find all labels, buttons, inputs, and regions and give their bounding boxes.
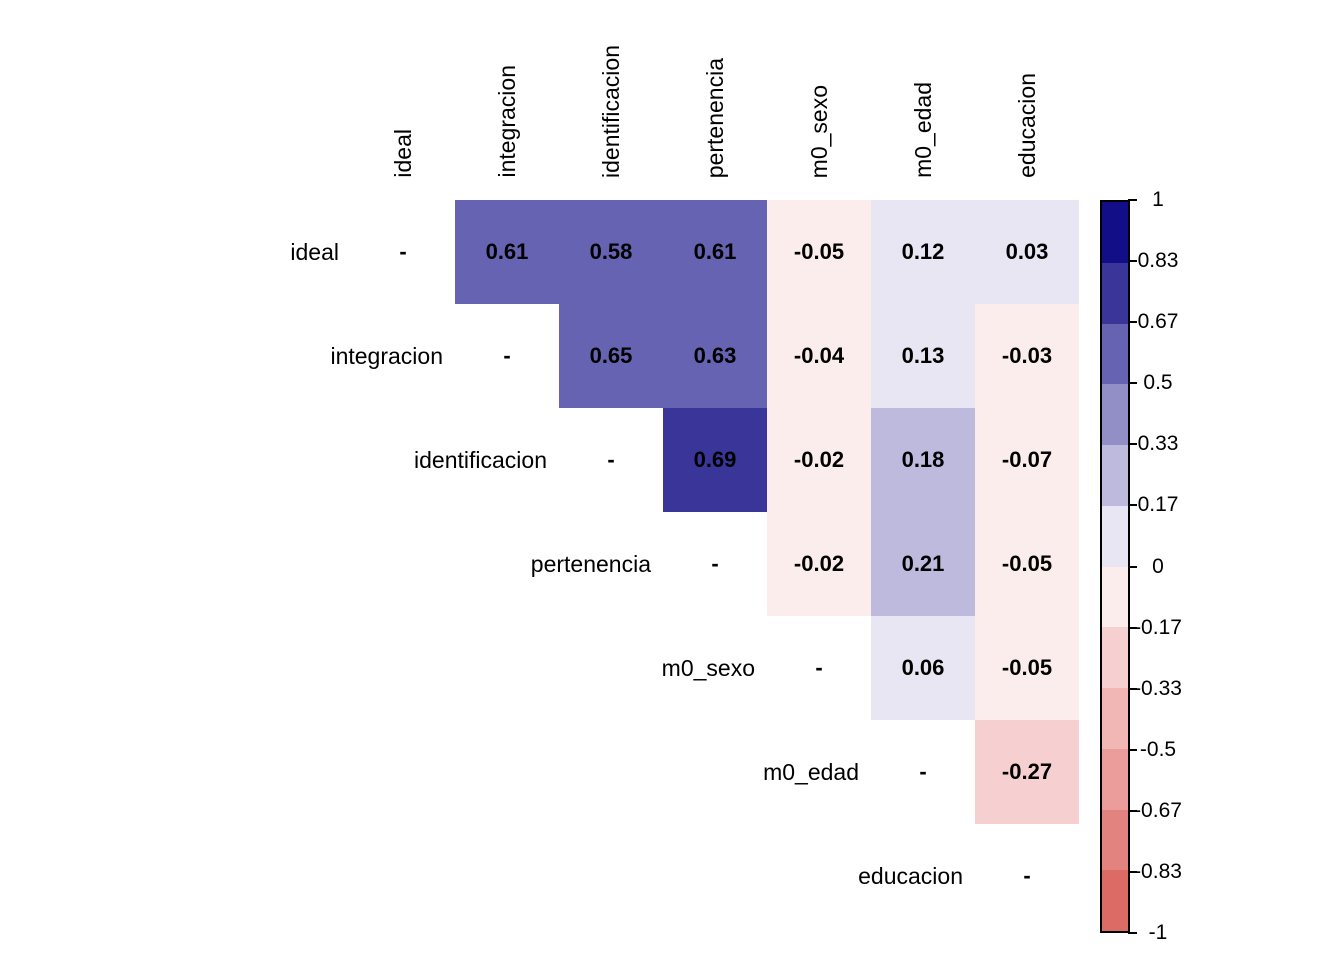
legend-tick-label: -0.5 (1139, 737, 1177, 761)
legend-tick (1128, 809, 1137, 812)
legend-band (1102, 445, 1128, 506)
matrix-cell: -0.02 (767, 512, 871, 616)
column-label-text: m0_sexo (805, 84, 832, 178)
legend-tick (1128, 932, 1137, 934)
matrix-cell: -0.05 (975, 512, 1079, 616)
legend-band (1102, 688, 1128, 749)
column-label-text: ideal (389, 129, 416, 178)
matrix-cell: 0.65 (559, 304, 663, 408)
matrix-cell: 0.63 (663, 304, 767, 408)
diagonal-cell: - (607, 447, 615, 472)
row-label: m0_sexo (661, 654, 755, 681)
row-label: pertenencia (530, 550, 651, 577)
diagonal-cell: - (503, 343, 511, 368)
legend-band (1102, 748, 1128, 810)
column-label-text: pertenencia (701, 57, 728, 178)
legend-tick-label: -1 (1148, 921, 1168, 944)
legend-band (1102, 202, 1128, 263)
legend-tick (1128, 748, 1137, 751)
matrix-cell: -0.05 (975, 616, 1079, 720)
legend-tick (1128, 504, 1137, 507)
matrix-cell: -0.04 (767, 304, 871, 408)
column-label-text: educacion (1013, 73, 1040, 178)
matrix-cell: 0.03 (975, 200, 1079, 304)
matrix-cell: -0.07 (975, 408, 1079, 512)
legend-tick-label: 1 (1152, 188, 1164, 211)
legend-tick (1128, 199, 1137, 201)
column-label: pertenencia (663, 0, 767, 188)
legend-band (1102, 627, 1128, 688)
legend-tick-label: -0.33 (1134, 676, 1182, 700)
column-label: educacion (975, 0, 1079, 188)
legend-band (1102, 323, 1128, 385)
matrix-cell: 0.18 (871, 408, 975, 512)
column-label: ideal (351, 0, 455, 188)
legend-band (1102, 809, 1128, 871)
legend-tick-label: 0.17 (1137, 493, 1179, 517)
matrix-cell: -0.02 (767, 408, 871, 512)
legend-tick-label: 0.33 (1137, 432, 1179, 456)
diagonal-cell: - (919, 759, 927, 784)
row-label: ideal (290, 238, 339, 265)
legend-tick-label: 0.67 (1137, 310, 1179, 334)
column-label-text: identificacion (597, 45, 624, 178)
matrix-cell: -0.27 (975, 720, 1079, 824)
legend-colorbar (1100, 200, 1130, 933)
matrix-cell: -0.03 (975, 304, 1079, 408)
legend-tick-label: 0.83 (1137, 249, 1179, 273)
legend-tick (1128, 687, 1137, 690)
column-label: m0_sexo (767, 0, 871, 188)
column-label-text: m0_edad (909, 82, 936, 178)
legend-band (1102, 262, 1128, 324)
column-label: integracion (455, 0, 559, 188)
row-label: educacion (858, 862, 963, 889)
legend-tick (1128, 382, 1137, 385)
matrix-cell: 0.21 (871, 512, 975, 616)
legend-tick-label: -0.83 (1134, 859, 1182, 883)
legend-tick (1128, 626, 1137, 629)
legend-tick (1128, 443, 1137, 446)
row-label: m0_edad (763, 758, 859, 785)
matrix-cell: 0.12 (871, 200, 975, 304)
matrix-cell: 0.61 (455, 200, 559, 304)
diagonal-cell: - (815, 655, 823, 680)
legend-tick-label: -0.17 (1134, 615, 1182, 639)
matrix-cell: 0.69 (663, 408, 767, 512)
matrix-cell: 0.61 (663, 200, 767, 304)
diagonal-cell: - (711, 551, 719, 576)
legend-tick (1128, 260, 1137, 263)
legend-band (1102, 505, 1128, 567)
diagonal-cell: - (399, 239, 407, 264)
legend-tick (1128, 870, 1137, 873)
column-label: identificacion (559, 0, 663, 188)
column-label-text: integracion (493, 65, 520, 178)
legend-band (1102, 870, 1128, 931)
matrix-cell: 0.58 (559, 200, 663, 304)
legend-tick-label: -0.67 (1134, 798, 1182, 822)
legend-tick (1128, 321, 1137, 324)
row-label: identificacion (414, 446, 547, 473)
legend-band (1102, 566, 1128, 628)
legend-tick-label: 0 (1152, 554, 1164, 578)
column-label: m0_edad (871, 0, 975, 188)
legend-tick (1128, 565, 1137, 568)
diagonal-cell: - (1023, 863, 1031, 888)
row-label: integracion (330, 342, 443, 369)
legend-band (1102, 384, 1128, 445)
matrix-cell: -0.05 (767, 200, 871, 304)
matrix-cell: 0.13 (871, 304, 975, 408)
matrix-cell: 0.06 (871, 616, 975, 720)
legend-tick-label: 0.5 (1143, 371, 1173, 395)
